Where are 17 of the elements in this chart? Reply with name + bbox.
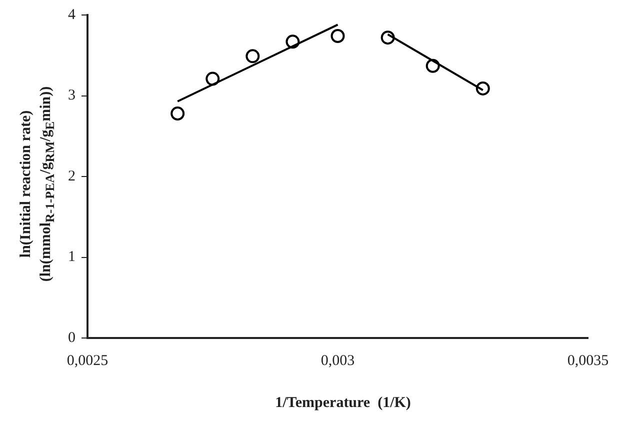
point	[206, 72, 220, 86]
point	[246, 49, 260, 64]
x-tick-label: 0,0035	[567, 352, 609, 369]
point	[426, 58, 440, 73]
x-axis-title: 1/Temperature (1/K)	[275, 394, 411, 413]
point	[476, 81, 490, 96]
point	[380, 30, 395, 45]
x-tick-label: 0,0025	[66, 352, 108, 369]
y-tick-label: 0	[68, 330, 76, 346]
point	[330, 28, 345, 43]
y-tick-label: 2	[68, 168, 76, 184]
x-tick-label: 0,003	[320, 352, 355, 369]
y-tick-label: 4	[68, 6, 76, 23]
y-tick-label: 3	[68, 88, 76, 104]
point	[170, 106, 185, 121]
y-tick-label: 1	[68, 249, 76, 266]
point	[286, 34, 300, 49]
